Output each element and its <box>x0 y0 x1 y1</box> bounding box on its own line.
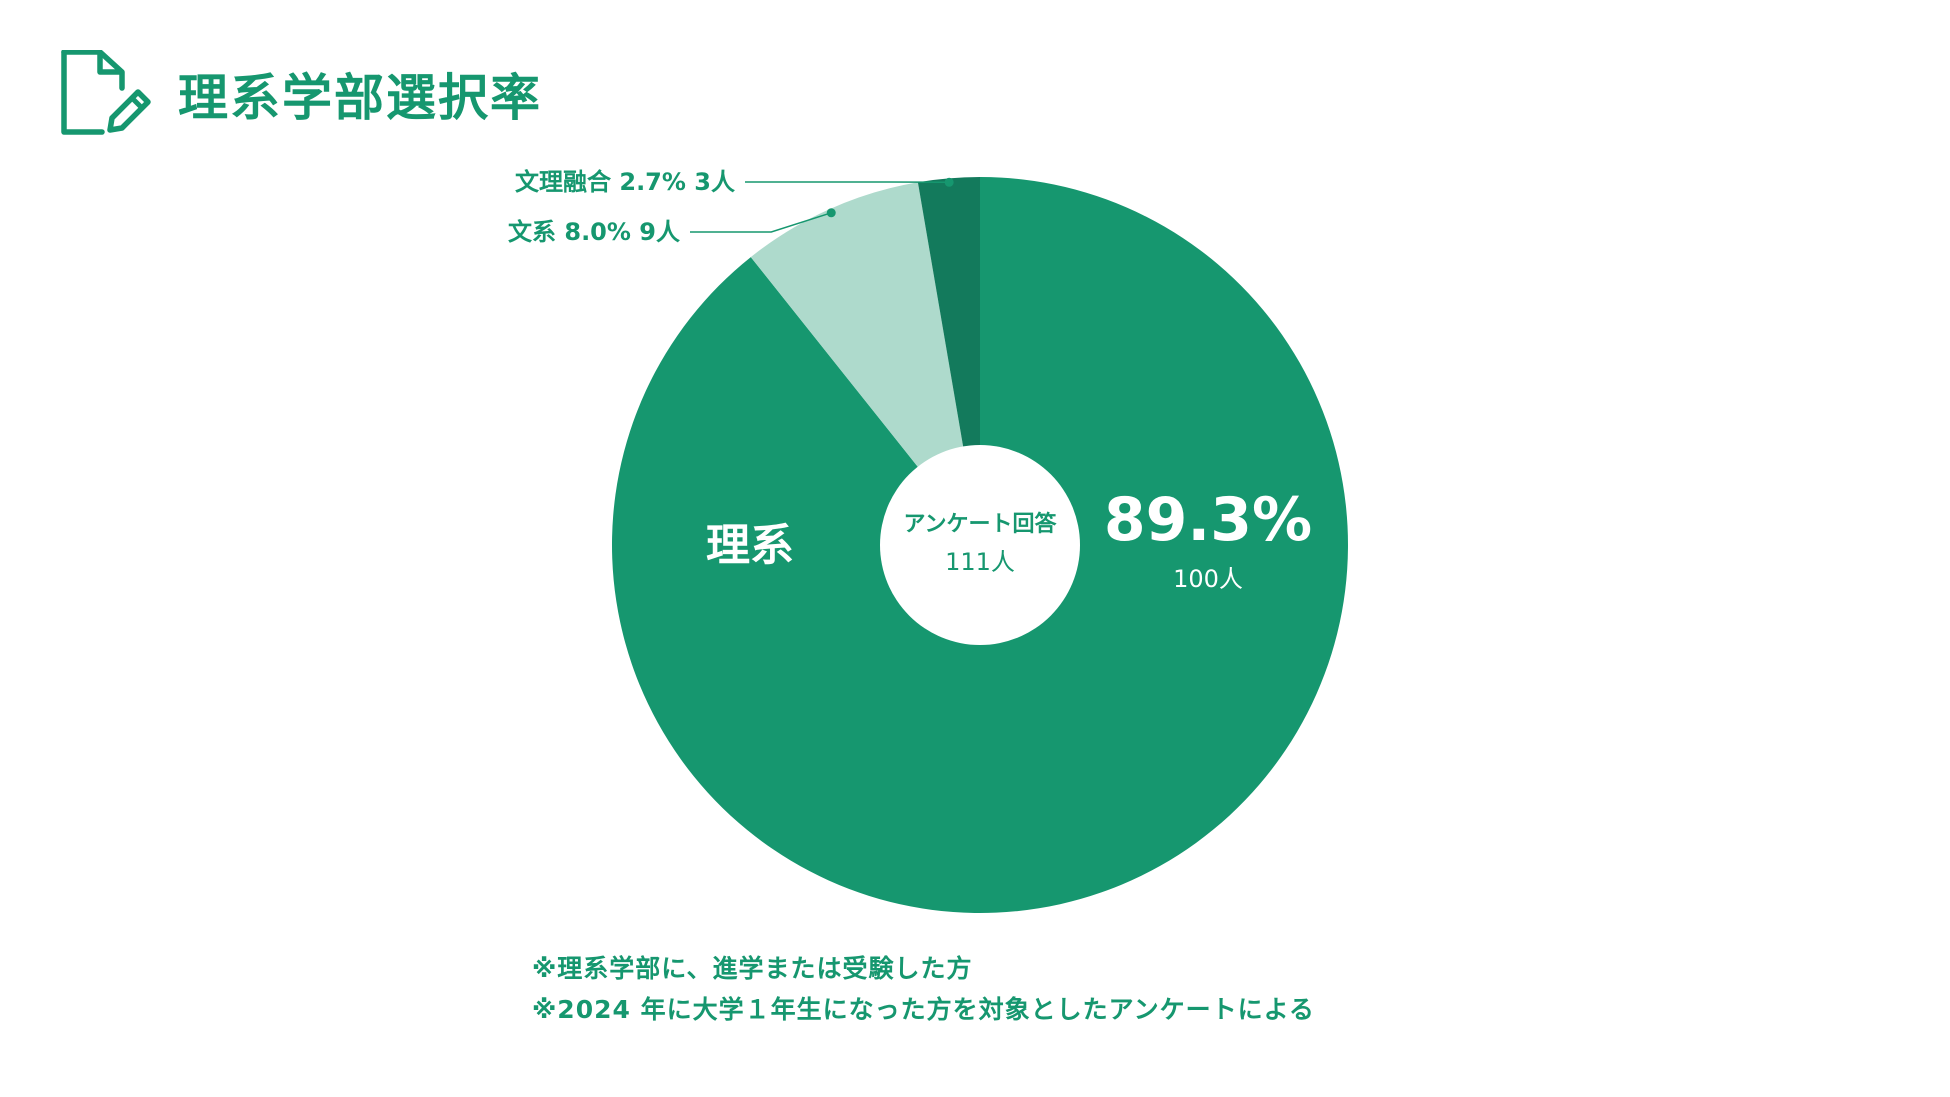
pie-slice-1 <box>750 182 980 545</box>
footnotes: ※理系学部に、進学または受験した方 ※2024 年に大学１年生になった方を対象と… <box>532 948 1315 1030</box>
callout-label: 文理融合 2.7% 3人 <box>515 168 735 196</box>
center-hole <box>880 445 1080 645</box>
callout-line <box>690 212 832 233</box>
slice-percent-label: 89.3% <box>1104 485 1312 555</box>
document-edit-icon <box>61 50 151 135</box>
footnote: ※2024 年に大学１年生になった方を対象としたアンケートによる <box>532 995 1315 1024</box>
slice-name-label: 理系 <box>706 520 794 571</box>
footnote: ※理系学部に、進学または受験した方 <box>532 954 973 983</box>
callout-label: 文系 8.0% 9人 <box>508 218 680 246</box>
slice-count-label: 100人 <box>1173 565 1243 593</box>
center-caption: アンケート回答 <box>903 511 1057 537</box>
page-title: 理系学部選択率 <box>178 69 542 127</box>
center-total: 111人 <box>945 548 1015 576</box>
